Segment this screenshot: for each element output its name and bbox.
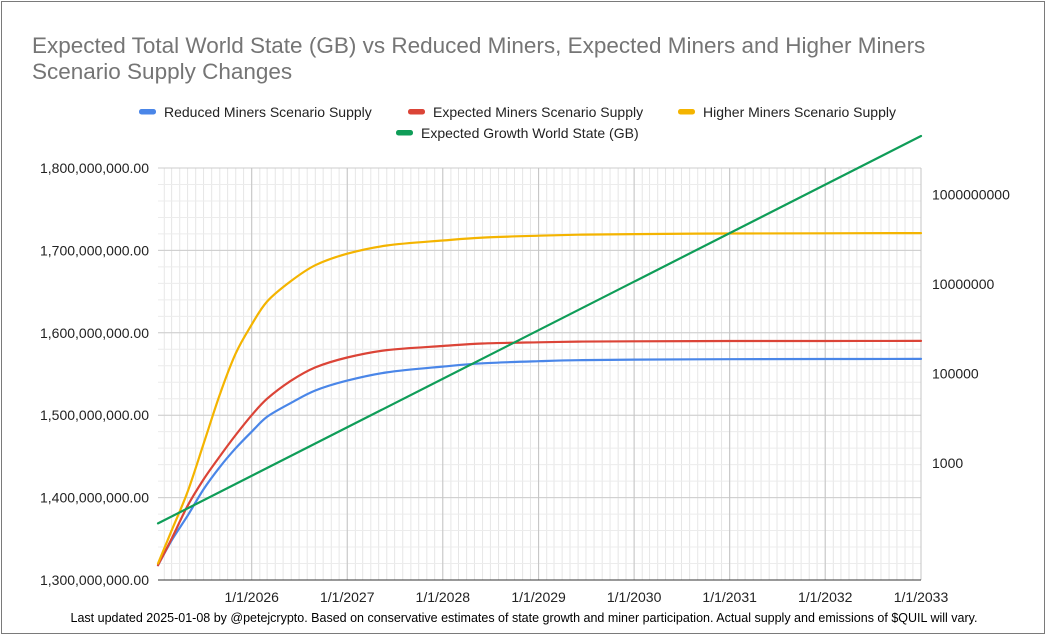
y-left-tick-label: 1,500,000,000.00 bbox=[40, 407, 149, 423]
legend: Reduced Miners Scenario Supply Expected M… bbox=[139, 104, 896, 141]
y-left-tick-label: 1,400,000,000.00 bbox=[40, 490, 149, 506]
series-lines bbox=[156, 134, 923, 567]
y-right-tick-label: 1000 bbox=[932, 455, 963, 471]
legend-label: Expected Miners Scenario Supply bbox=[433, 104, 643, 120]
x-tick-label: 1/1/2029 bbox=[511, 589, 566, 605]
series-line-reduced-miners-scenario-supply bbox=[156, 357, 923, 567]
series-line-expected-growth-world-state-gb bbox=[156, 134, 923, 525]
legend-swatch bbox=[139, 109, 156, 115]
x-tick-label: 1/1/2031 bbox=[702, 589, 757, 605]
grid-lines bbox=[158, 167, 922, 581]
series-line-expected-miners-scenario-supply bbox=[156, 339, 923, 567]
legend-swatch bbox=[408, 109, 425, 115]
y-right-tick-label: 100000 bbox=[932, 366, 979, 382]
series-line-higher-miners-scenario-supply bbox=[156, 232, 923, 565]
legend-swatch bbox=[396, 130, 413, 136]
y-left-tick-label: 1,300,000,000.00 bbox=[40, 572, 149, 588]
legend-label: Expected Growth World State (GB) bbox=[421, 125, 639, 141]
y-left-tick-label: 1,800,000,000.00 bbox=[40, 160, 149, 176]
axes: 1,300,000,000.00 1,400,000,000.00 1,500,00… bbox=[40, 160, 1010, 605]
footnote: Last updated 2025-01-08 by @petejcrypto.… bbox=[70, 611, 978, 625]
chart-title: Expected Total World State (GB) vs Reduc… bbox=[32, 33, 926, 84]
plot-area bbox=[158, 168, 921, 580]
legend-label: Reduced Miners Scenario Supply bbox=[164, 104, 372, 120]
x-tick-label: 1/1/2032 bbox=[798, 589, 853, 605]
x-tick-label: 1/1/2027 bbox=[320, 589, 375, 605]
x-tick-label: 1/1/2030 bbox=[607, 589, 662, 605]
x-tick-label: 1/1/2026 bbox=[224, 589, 279, 605]
x-tick-label: 1/1/2028 bbox=[416, 589, 471, 605]
legend-label: Higher Miners Scenario Supply bbox=[703, 104, 896, 120]
y-right-tick-label: 1000000000 bbox=[932, 186, 1010, 202]
y-left-tick-label: 1,700,000,000.00 bbox=[40, 242, 149, 258]
legend-swatch bbox=[678, 109, 695, 115]
y-right-tick-label: 10000000 bbox=[932, 276, 995, 292]
x-tick-label: 1/1/2033 bbox=[894, 589, 949, 605]
y-left-tick-label: 1,600,000,000.00 bbox=[40, 325, 149, 341]
